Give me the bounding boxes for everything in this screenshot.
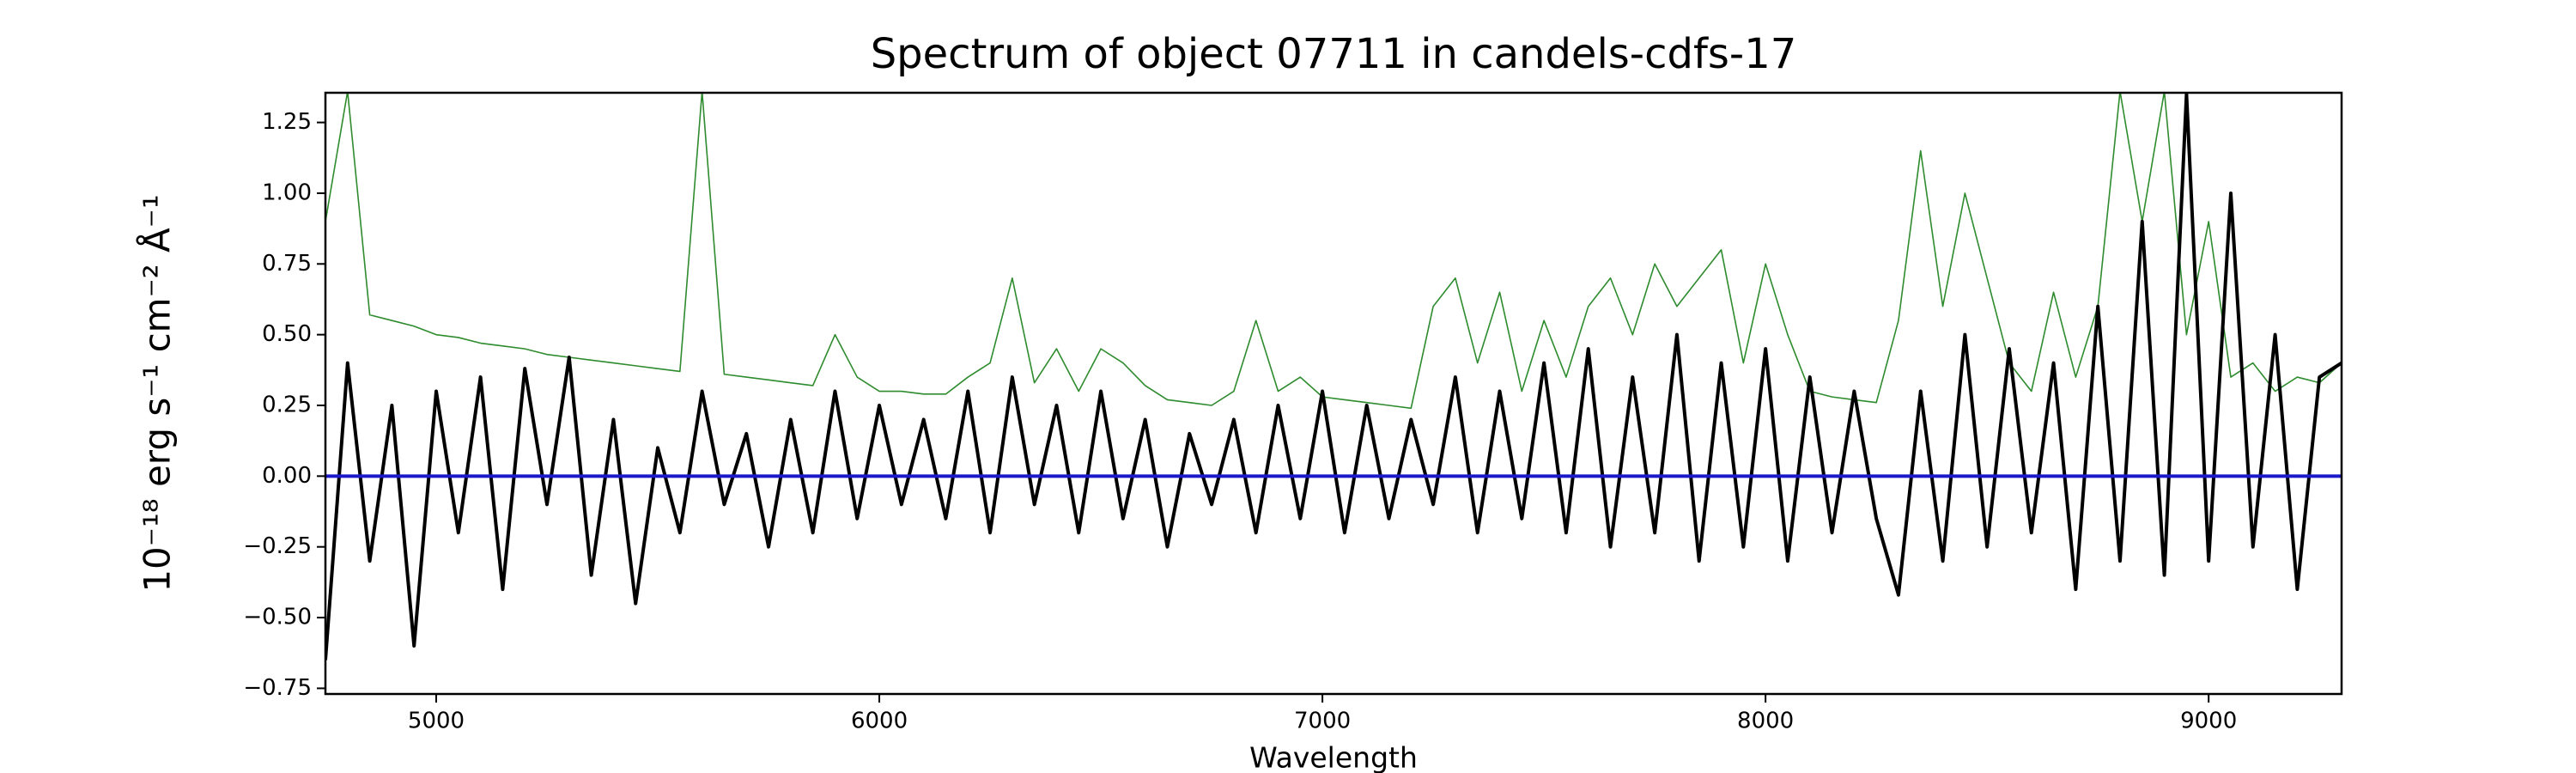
x-tick-label: 5000 bbox=[408, 709, 465, 734]
series-line bbox=[325, 93, 2342, 660]
x-tick-label: 6000 bbox=[851, 709, 908, 734]
x-tick-label: 7000 bbox=[1294, 709, 1351, 734]
y-tick-label: 0.75 bbox=[262, 251, 312, 277]
y-tick-label: 0.00 bbox=[262, 463, 312, 489]
series-line bbox=[325, 93, 2342, 410]
y-axis-label: 10⁻¹⁸ erg s⁻¹ cm⁻² Å⁻¹ bbox=[136, 194, 179, 592]
plot-lines bbox=[325, 93, 2342, 660]
y-tick-label: 0.50 bbox=[262, 321, 312, 347]
y-tick-label: 1.00 bbox=[262, 180, 312, 205]
x-tick-label: 9000 bbox=[2180, 709, 2237, 734]
y-tick-label: −0.50 bbox=[243, 605, 312, 630]
y-tick-label: 1.25 bbox=[262, 109, 312, 135]
y-tick-label: −0.75 bbox=[243, 675, 312, 701]
chart-title: Spectrum of object 07711 in candels-cdfs… bbox=[871, 30, 1797, 78]
y-tick-label: 0.25 bbox=[262, 393, 312, 418]
plot-frame bbox=[324, 91, 2343, 696]
y-tick-label: −0.25 bbox=[243, 533, 312, 559]
x-tick-label: 8000 bbox=[1737, 709, 1794, 734]
x-axis-label: Wavelength bbox=[1249, 741, 1418, 773]
